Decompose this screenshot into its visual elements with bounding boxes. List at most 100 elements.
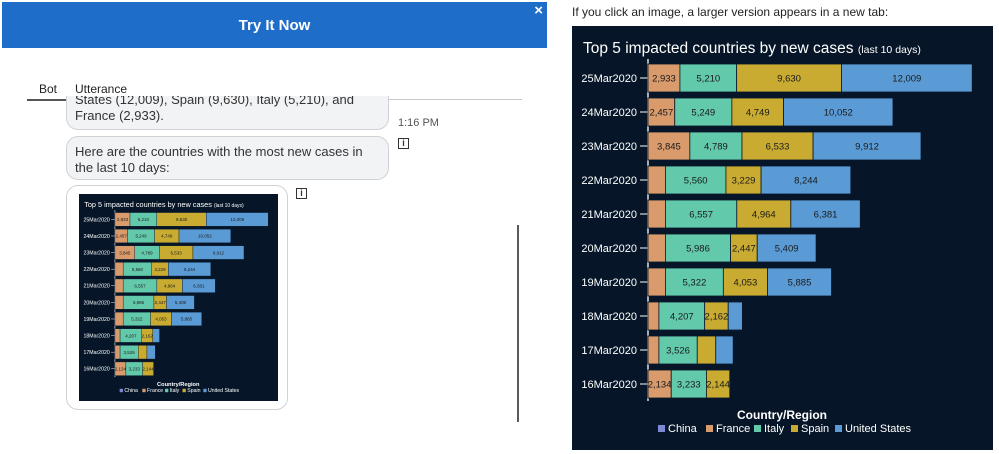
- legend-title: Country/Region: [157, 382, 200, 388]
- data-label: 3,233: [129, 366, 141, 371]
- bar-segment: [647, 165, 666, 195]
- y-tick-label: 16Mar2020: [581, 379, 637, 391]
- data-label: 2,447: [732, 244, 756, 255]
- data-label: 9,912: [855, 142, 879, 153]
- bar-segment: [138, 345, 148, 360]
- legend-swatch: [791, 425, 798, 432]
- bar-segment: [146, 345, 156, 360]
- legend-item: Italy: [170, 388, 180, 394]
- data-label: 8,244: [794, 176, 818, 187]
- data-label: 6,381: [814, 210, 838, 221]
- data-label: 4,053: [155, 317, 167, 322]
- data-label: 10,052: [824, 108, 853, 119]
- y-tick-label: 21Mar2020: [581, 209, 637, 221]
- bar-segment: [736, 199, 792, 229]
- data-label: 12,009: [892, 74, 921, 85]
- y-tick-label: 16Mar2020: [84, 367, 110, 373]
- legend-swatch: [119, 388, 123, 393]
- bar-segment: [192, 245, 245, 260]
- data-label: 6,381: [193, 283, 205, 288]
- try-it-now-header: Try It Now ×: [2, 2, 547, 48]
- data-label: 10,052: [198, 234, 212, 239]
- data-label: 3,229: [732, 176, 756, 187]
- data-label: 5,322: [682, 278, 706, 289]
- data-label: 9,630: [777, 74, 801, 85]
- bar-segment: [725, 165, 762, 195]
- data-label: 2,144: [706, 380, 730, 391]
- message-text: States (12,009), Spain (9,630), Italy (5…: [75, 96, 354, 123]
- data-label: 2,144: [142, 366, 154, 371]
- data-label: 4,207: [670, 312, 694, 323]
- legend-item: Spain: [187, 388, 200, 394]
- bar-segment: [142, 361, 154, 376]
- data-label: 2,457: [649, 108, 673, 119]
- chart-subtitle: (last 10 days): [858, 44, 921, 56]
- legend-item: Spain: [801, 423, 829, 435]
- bar-segment: [166, 295, 195, 310]
- chart-thumbnail[interactable]: Top 5 impacted countries by new cases (l…: [79, 194, 278, 401]
- y-tick-label: 17Mar2020: [581, 345, 637, 357]
- bar-segment: [658, 301, 706, 331]
- data-label: 4,964: [752, 210, 776, 221]
- data-label: 5,560: [132, 267, 144, 272]
- tab-utterance[interactable]: Utterance: [75, 82, 128, 96]
- bot-message-partial: States (12,009), Spain (9,630), Italy (5…: [66, 96, 389, 130]
- chart-title: Top 5 impacted countries by new cases (l…: [583, 40, 921, 57]
- bar-segment: [647, 267, 666, 297]
- data-label: 2,134: [648, 380, 672, 391]
- bar-segment: [727, 301, 743, 331]
- bar-segment: [182, 278, 216, 293]
- y-tick-label: 23Mar2020: [84, 250, 110, 256]
- data-label: 4,207: [125, 333, 137, 338]
- scrollbar[interactable]: [517, 225, 519, 422]
- y-tick-label: 23Mar2020: [581, 141, 637, 153]
- tab-bot[interactable]: Bot: [39, 82, 58, 96]
- bar-segment: [114, 278, 124, 293]
- bar-segment: [706, 369, 731, 399]
- message-timestamp: 1:16 PM: [398, 117, 439, 129]
- try-it-now-panel: Try It Now × Bot Utterance States (12,00…: [2, 2, 547, 422]
- chart-title: Top 5 impacted countries by new cases (l…: [84, 200, 244, 209]
- bar-segment: [647, 335, 660, 365]
- bar-segment: [114, 311, 124, 327]
- bar-segment: [178, 228, 231, 244]
- data-label: 3,845: [119, 250, 131, 255]
- right-caption: If you click an image, a larger version …: [572, 5, 889, 19]
- legend-swatch: [142, 388, 146, 393]
- bar-segment: [722, 267, 768, 297]
- message-text: Here are the countries with the most new…: [75, 144, 363, 175]
- bar-segment: [206, 212, 269, 227]
- data-label: 6,557: [689, 210, 713, 221]
- data-label: 5,210: [138, 217, 150, 222]
- panel-title: Try It Now: [238, 16, 311, 34]
- data-label: 5,560: [684, 176, 708, 187]
- info-icon[interactable]: i: [398, 138, 409, 149]
- data-label: 4,053: [734, 278, 758, 289]
- data-label: 2,162: [142, 333, 154, 338]
- data-label: 12,009: [230, 217, 244, 222]
- bar-segment: [114, 328, 121, 343]
- y-tick-label: 25Mar2020: [84, 217, 110, 223]
- chart-large: Top 5 impacted countries by new cases (l…: [572, 26, 993, 450]
- legend-swatch: [658, 425, 665, 432]
- data-label: 9,630: [176, 217, 188, 222]
- data-label: 4,964: [164, 283, 176, 288]
- data-label: 5,210: [696, 74, 720, 85]
- bot-message: Here are the countries with the most new…: [66, 136, 389, 180]
- legend-item: France: [147, 388, 163, 394]
- legend-swatch: [182, 388, 186, 393]
- legend-item: United States: [208, 388, 239, 394]
- bar-segment: [665, 233, 731, 263]
- data-label: 3,526: [124, 350, 136, 355]
- data-label: 2,134: [115, 366, 127, 371]
- chart-image-card[interactable]: Top 5 impacted countries by new cases (l…: [66, 185, 288, 410]
- close-icon[interactable]: ×: [534, 2, 543, 19]
- data-label: 3,526: [666, 346, 690, 357]
- active-tab-indicator: [27, 99, 71, 101]
- legend-item: Italy: [764, 423, 785, 435]
- info-icon[interactable]: i: [296, 188, 307, 199]
- legend-item: United States: [845, 423, 912, 435]
- data-label: 5,986: [686, 244, 710, 255]
- data-label: 4,749: [746, 108, 770, 119]
- y-tick-label: 20Mar2020: [581, 243, 637, 255]
